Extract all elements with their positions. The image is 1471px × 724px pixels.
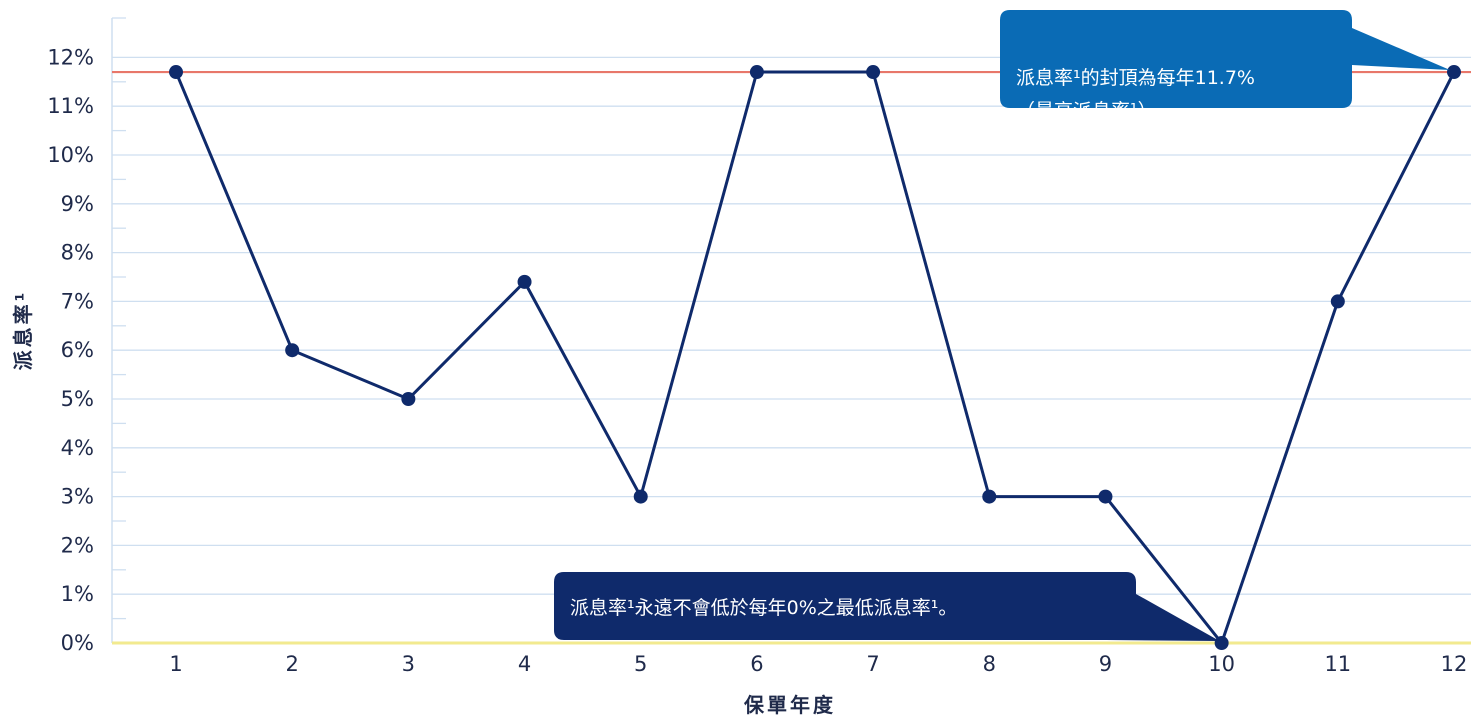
y-ticks: 0% 1% 2% 3% 4% 5% 6% 7% 8% 9% 10% 11% 12% (47, 45, 94, 655)
y-tick-label: 10% (47, 143, 94, 167)
y-tick-label: 8% (61, 241, 94, 265)
y-axis-title: 派息率¹ (11, 290, 35, 371)
x-tick-label: 9 (1099, 652, 1112, 676)
data-point (1214, 636, 1229, 650)
x-tick-label: 8 (983, 652, 996, 676)
y-tick-label: 2% (61, 533, 94, 557)
x-tick-label: 4 (518, 652, 531, 676)
x-axis-title: 保單年度 (743, 693, 836, 717)
x-tick-label: 10 (1208, 652, 1235, 676)
callout-max: 派息率¹的封頂為每年11.7% （最高派息率¹）。 (1000, 10, 1450, 122)
data-point (982, 489, 997, 504)
callout-min: 派息率¹永遠不會低於每年0%之最低派息率¹。 (554, 572, 1220, 641)
callout-min-line1: 派息率¹永遠不會低於每年0%之最低派息率¹。 (570, 597, 957, 619)
callout-max-line2: （最高派息率¹）。 (1016, 100, 1166, 122)
data-point (866, 65, 881, 80)
data-point (1098, 489, 1113, 504)
data-point (401, 392, 416, 406)
y-tick-label: 0% (61, 631, 94, 655)
y-tick-label: 11% (47, 94, 94, 118)
y-tick-label: 6% (61, 338, 94, 362)
y-tick-label: 5% (61, 387, 94, 411)
y-tick-label: 7% (61, 289, 94, 313)
x-tick-label: 3 (402, 652, 415, 676)
data-point (169, 65, 183, 80)
x-ticks: 1 2 3 4 5 6 7 8 9 10 11 12 (169, 652, 1467, 676)
y-tick-label: 12% (47, 45, 94, 69)
x-tick-label: 1 (169, 652, 182, 676)
x-tick-label: 6 (750, 652, 763, 676)
data-point (1447, 65, 1461, 80)
data-point (749, 65, 764, 80)
callout-max-line1: 派息率¹的封頂為每年11.7% (1016, 67, 1255, 89)
x-tick-label: 11 (1324, 652, 1351, 676)
data-point (517, 274, 532, 289)
x-tick-label: 5 (634, 652, 647, 676)
x-tick-label: 2 (285, 652, 298, 676)
data-point (285, 343, 300, 358)
data-point (1330, 294, 1345, 309)
data-point (633, 489, 648, 504)
series-line (174, 70, 1456, 645)
y-tick-label: 3% (61, 485, 94, 509)
callout-max-bubble (1000, 10, 1450, 108)
x-tick-label: 7 (866, 652, 879, 676)
data-points (169, 65, 1461, 650)
grid (112, 17, 1471, 620)
y-tick-label: 1% (61, 582, 94, 606)
callout-min-bubble (554, 572, 1220, 641)
x-tick-label: 12 (1441, 652, 1468, 676)
y-tick-label: 9% (61, 192, 94, 216)
y-tick-label: 4% (61, 436, 94, 460)
